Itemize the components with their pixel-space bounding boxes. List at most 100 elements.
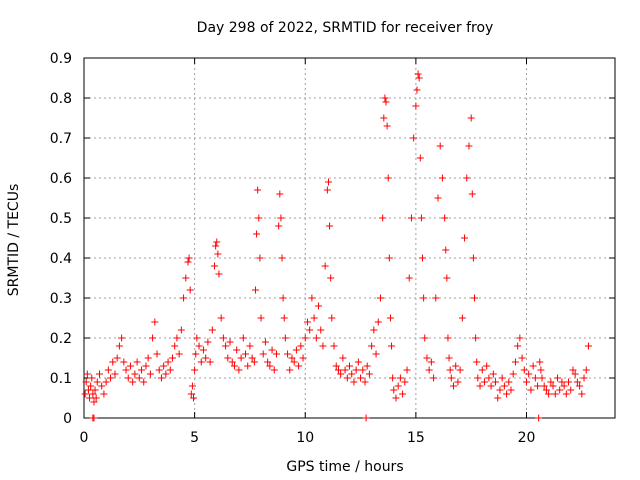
- data-point: [84, 386, 92, 394]
- data-point: [321, 262, 329, 270]
- data-point: [480, 378, 488, 386]
- data-point: [111, 370, 119, 378]
- data-point: [284, 350, 292, 358]
- data-point: [146, 370, 154, 378]
- data-point: [82, 378, 90, 386]
- data-point: [281, 334, 289, 342]
- data-point: [553, 374, 561, 382]
- data-point: [430, 374, 438, 382]
- data-point: [359, 366, 367, 374]
- data-point: [208, 326, 216, 334]
- data-point: [414, 70, 422, 78]
- data-point: [372, 350, 380, 358]
- data-point: [416, 154, 424, 162]
- data-point: [306, 326, 314, 334]
- data-point: [255, 214, 263, 222]
- axis-ticks: [83, 57, 615, 419]
- data-point: [536, 358, 544, 366]
- data-point: [270, 366, 278, 374]
- data-point: [244, 362, 252, 370]
- data-point: [246, 342, 254, 350]
- data-point: [151, 318, 159, 326]
- data-point: [511, 358, 519, 366]
- data-point: [390, 386, 398, 394]
- data-point: [432, 294, 440, 302]
- data-point: [254, 186, 262, 194]
- data-point: [193, 334, 201, 342]
- data-point: [339, 354, 347, 362]
- data-point: [211, 262, 219, 270]
- data-point: [444, 334, 452, 342]
- data-point: [478, 366, 486, 374]
- data-point: [352, 366, 360, 374]
- data-point: [509, 370, 517, 378]
- data-point: [382, 98, 390, 106]
- data-point: [540, 382, 548, 390]
- chart-title: Day 298 of 2022, SRMTID for receiver fro…: [197, 20, 494, 36]
- data-point: [279, 294, 287, 302]
- data-point: [239, 334, 247, 342]
- data-point: [438, 174, 446, 182]
- data-point: [204, 338, 212, 346]
- data-point: [102, 378, 110, 386]
- data-point: [538, 374, 546, 382]
- data-point: [337, 370, 345, 378]
- data-point: [144, 354, 152, 362]
- data-point: [471, 294, 479, 302]
- data-point: [140, 378, 148, 386]
- y-tick-label: 0.2: [50, 331, 72, 347]
- data-point: [250, 358, 258, 366]
- data-point: [350, 378, 358, 386]
- data-point: [461, 234, 469, 242]
- data-point: [505, 378, 513, 386]
- data-point: [412, 102, 420, 110]
- data-point: [545, 390, 553, 398]
- data-point: [315, 302, 323, 310]
- data-point: [301, 334, 309, 342]
- data-point: [436, 142, 444, 150]
- data-point: [182, 274, 190, 282]
- data-point: [527, 386, 535, 394]
- data-point: [91, 386, 99, 394]
- data-point: [149, 334, 157, 342]
- data-point: [242, 350, 250, 358]
- data-point: [248, 354, 256, 362]
- y-axis-label: SRMTID / TECUs: [6, 184, 22, 297]
- data-point: [253, 230, 261, 238]
- data-point: [202, 354, 210, 362]
- data-point: [407, 214, 415, 222]
- y-tick-labels: 0 0.1 0.2 0.3 0.4 0.5 0.6 0.7 0.8 0.9: [50, 51, 72, 427]
- data-point: [191, 366, 199, 374]
- data-point: [401, 378, 409, 386]
- data-point: [518, 354, 526, 362]
- y-tick-label: 0.4: [50, 251, 72, 267]
- data-point: [556, 386, 564, 394]
- data-point: [458, 314, 466, 322]
- data-point: [420, 294, 428, 302]
- data-point: [259, 350, 267, 358]
- data-point: [89, 390, 97, 398]
- data-point: [547, 378, 555, 386]
- data-point: [489, 370, 497, 378]
- data-point: [423, 354, 431, 362]
- data-point: [535, 414, 543, 422]
- data-point: [348, 370, 356, 378]
- y-tick-label: 0.6: [50, 171, 72, 187]
- data-point: [551, 390, 559, 398]
- data-point: [383, 122, 391, 130]
- data-point: [445, 354, 453, 362]
- data-point: [276, 190, 284, 198]
- data-point: [332, 362, 340, 370]
- data-point: [571, 370, 579, 378]
- data-point: [286, 366, 294, 374]
- data-point: [295, 362, 303, 370]
- data-point: [529, 362, 537, 370]
- data-point: [413, 86, 421, 94]
- data-point: [492, 378, 500, 386]
- data-point: [188, 382, 196, 390]
- data-point: [410, 134, 418, 142]
- data-point: [476, 382, 484, 390]
- data-point: [226, 338, 234, 346]
- data-point: [120, 358, 128, 366]
